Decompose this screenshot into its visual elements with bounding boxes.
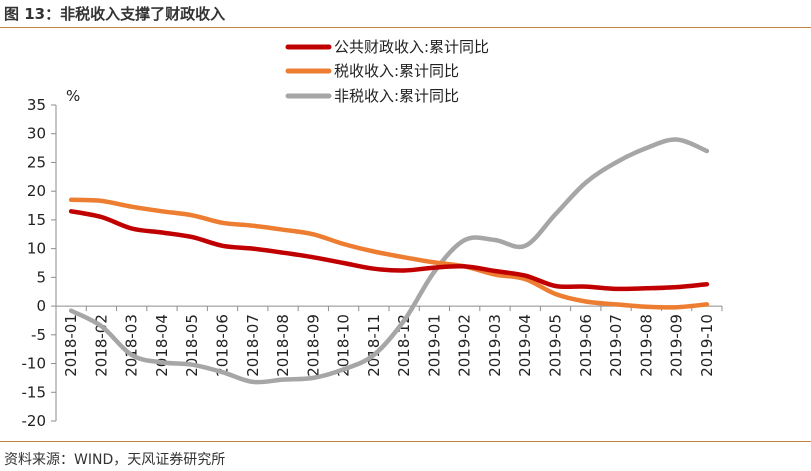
x-tick-label: 2019-07 — [607, 314, 625, 377]
series-line-2 — [68, 197, 710, 310]
x-tick-label: 2019-01 — [425, 314, 443, 377]
x-tick-label: 2019-02 — [456, 314, 474, 377]
title-divider — [0, 27, 811, 28]
x-tick-label: 2018-09 — [304, 314, 322, 377]
y-tick-label: -20 — [22, 412, 47, 430]
y-tick-label: 30 — [27, 125, 46, 143]
y-tick-label: 20 — [27, 182, 46, 200]
x-tick-label: 2018-10 — [335, 314, 353, 377]
series-line-1 — [68, 209, 710, 292]
y-axis-unit-label: % — [66, 87, 80, 105]
y-tick-label: -5 — [31, 326, 46, 344]
x-tick-label: 2019-09 — [668, 314, 686, 377]
x-tick-label: 2019-10 — [698, 314, 716, 377]
y-tick-label: -15 — [22, 383, 47, 401]
x-tick-label: 2018-06 — [214, 314, 232, 377]
y-tick-label: -10 — [22, 355, 47, 373]
y-tick-label: 10 — [27, 240, 46, 258]
x-tick-label: 2018-01 — [62, 314, 80, 377]
x-tick-label: 2018-05 — [183, 314, 201, 377]
source-note: 资料来源：WIND，天风证券研究所 — [4, 452, 226, 468]
series-line-3 — [68, 137, 710, 385]
x-tick-label: 2018-08 — [274, 314, 292, 377]
y-tick-label: 5 — [36, 268, 46, 286]
source-divider — [0, 441, 811, 442]
y-tick-label: 0 — [36, 297, 46, 315]
x-tick-label: 2018-04 — [153, 314, 171, 377]
x-tick-label: 2018-03 — [123, 314, 141, 377]
legend-label: 公共财政收入:累计同比 — [334, 38, 489, 56]
y-tick-label: 15 — [27, 211, 46, 229]
x-tick-label: 2018-07 — [244, 314, 262, 377]
legend-label: 税收收入:累计同比 — [334, 62, 459, 80]
x-tick-label: 2018-11 — [365, 314, 383, 377]
chart-series — [68, 137, 710, 385]
x-tick-label: 2019-08 — [637, 314, 655, 377]
x-tick-label: 2019-04 — [516, 314, 534, 377]
figure-title: 图 13：非税收入支撑了财政收入 — [4, 5, 226, 23]
legend-label: 非税收入:累计同比 — [334, 87, 459, 105]
x-tick-label: 2019-03 — [486, 314, 504, 377]
x-tick-label: 2019-05 — [547, 314, 565, 377]
x-tick-label: 2019-06 — [577, 314, 595, 377]
y-tick-label: 25 — [27, 153, 46, 171]
y-tick-label: 35 — [27, 96, 46, 114]
